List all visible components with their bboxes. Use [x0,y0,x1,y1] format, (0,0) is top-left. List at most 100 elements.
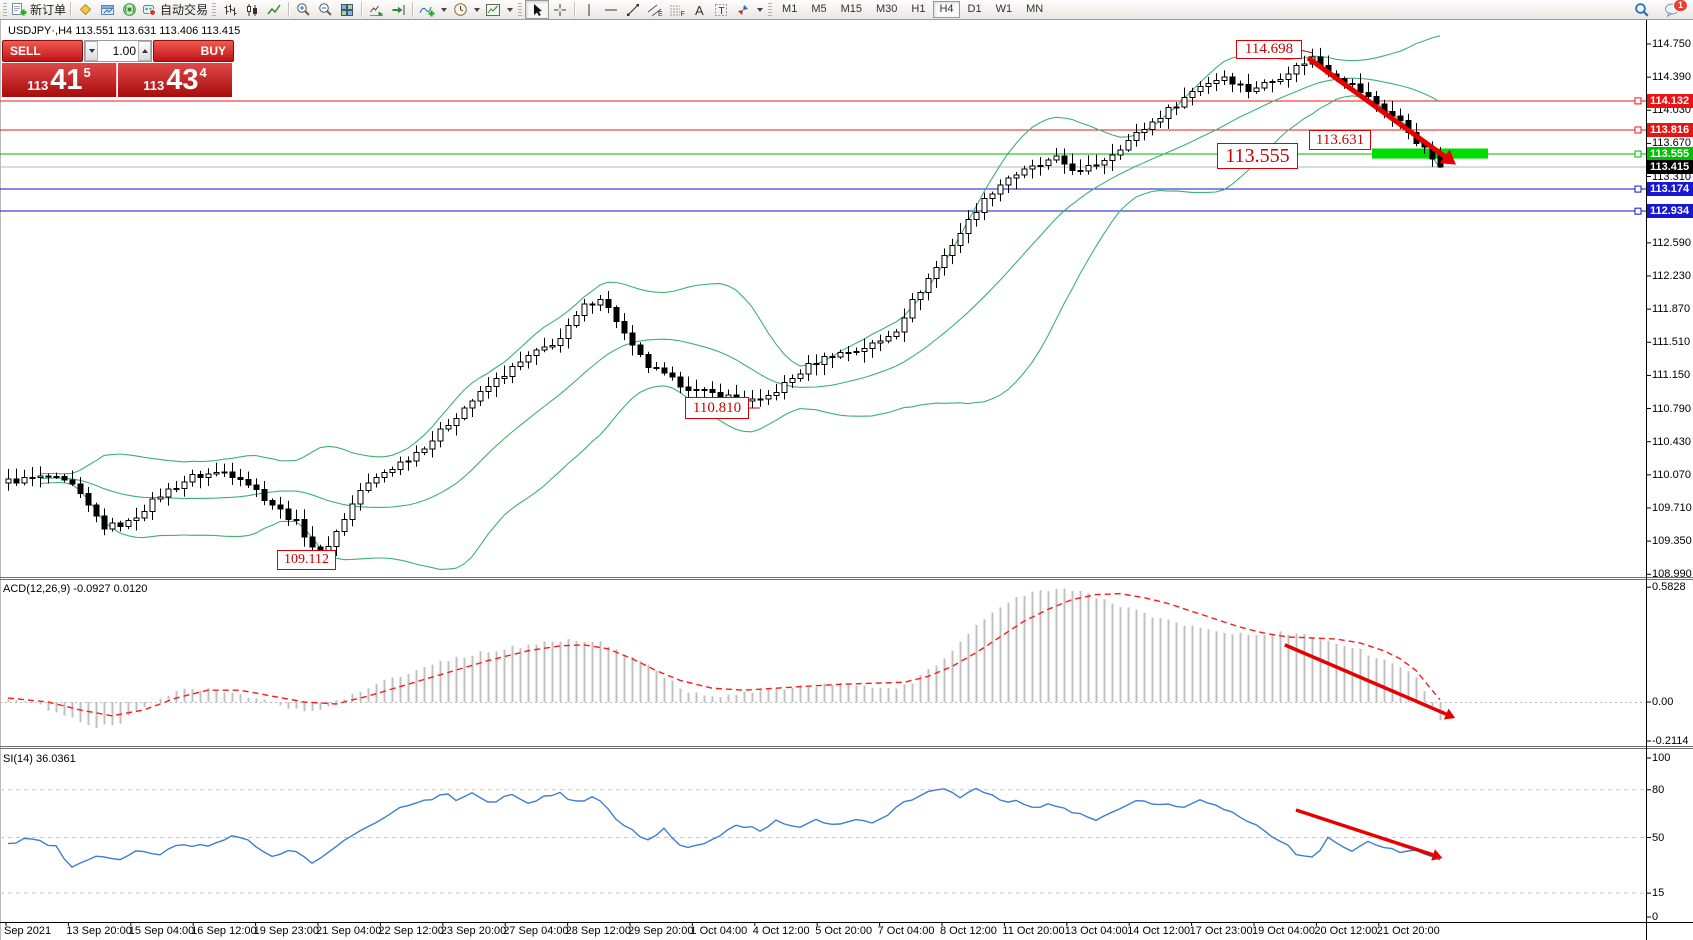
tile-windows-button[interactable] [336,1,358,18]
styles-button[interactable] [74,1,96,18]
horizontal-line-tool-button[interactable] [600,1,622,18]
crosshair-icon [554,3,567,16]
svg-text:T: T [719,6,725,17]
indicator-scale-label: 0 [1652,911,1659,923]
volume-input[interactable] [98,41,138,61]
market-window-button[interactable] [96,1,118,18]
auto-trading-button[interactable]: 自动交易 [140,1,209,18]
annotation-bottom-price[interactable]: 109.112 [277,550,336,570]
time-tick-label: 23 Sep 20:00 [440,925,507,937]
timeframe-button-M15[interactable]: M15 [840,3,862,15]
tile-windows-icon [341,3,354,16]
horizontal-line-icon [605,9,618,10]
arrows-tool-button[interactable] [732,1,754,18]
volume-control [84,40,152,62]
diamond-icon [79,3,91,16]
add-indicator-button[interactable] [416,1,438,18]
template-dropdown[interactable] [504,1,515,18]
time-tick-label: 20 Oct 12:00 [1314,925,1378,937]
timeframe-button-H4[interactable]: H4 [933,1,960,18]
zoom-out-button[interactable] [314,1,336,18]
fibonacci-icon: F [669,5,684,17]
notifications-button[interactable]: 1 [1661,0,1688,18]
price-tick-label: 108.990 [1652,568,1692,581]
sell-button-label: SELL [10,44,41,58]
fibonacci-tool-button[interactable]: F [666,1,688,18]
periods-dropdown[interactable] [471,1,482,18]
annotation-level-113555[interactable]: 113.555 [1217,143,1298,169]
new-order-button[interactable]: 新订单 [10,1,67,18]
time-tick-label: 16 Sep 12:00 [191,925,257,937]
time-tick-label: 17 Oct 23:00 [1189,925,1253,937]
price-tick-label: 113.670 [1652,137,1691,150]
arrows-icon [738,4,749,15]
bar-chart-icon [224,4,237,15]
chart-shift-button[interactable] [387,1,409,18]
channel-icon: E [647,4,663,17]
candlestick-chart-icon [247,3,258,16]
annotation-swing-low[interactable]: 110.810 [685,397,749,419]
toolbar-grip[interactable] [518,2,523,17]
text-icon: A [695,3,704,17]
arrows-dropdown[interactable] [754,1,765,18]
timeframe-button-M1[interactable]: M1 [782,3,798,15]
ohlc-values: 113.551 113.631 113.406 113.415 [75,25,241,37]
equidistant-channel-tool-button[interactable]: E [644,1,666,18]
time-tick-label: 7 Oct 04:00 [877,925,935,937]
add-indicator-icon [419,6,435,16]
buy-price-sup: 4 [199,65,207,80]
candlestick-mode-button[interactable] [241,1,263,18]
auto-scroll-button[interactable] [365,1,387,18]
bar-chart-mode-button[interactable] [219,1,241,18]
time-tick-label: 28 Sep 12:00 [565,925,632,937]
line-chart-mode-button[interactable] [263,1,285,18]
template-button[interactable] [482,1,504,18]
sell-price-button[interactable]: 113 41 5 [2,63,117,97]
trendline-icon [627,3,640,16]
time-tick-label: Sep 2021 [4,925,52,937]
timeframe-button-H1[interactable]: H1 [911,3,926,15]
zoom-in-button[interactable] [292,1,314,18]
price-tick-label: 110.790 [1652,402,1691,415]
time-tick-label: 29 Sep 20:00 [628,925,694,937]
vertical-line-icon [588,3,590,16]
text-label-icon: T [715,3,728,17]
indicator-scale-label: 100 [1652,752,1671,764]
vertical-line-tool-button[interactable] [578,1,600,18]
timeframe-button-D1[interactable]: D1 [967,3,982,15]
toolbar-grip[interactable] [768,2,773,17]
toolbar-separator [70,2,72,17]
volume-decrease-button[interactable] [85,41,98,61]
search-button[interactable] [1631,1,1653,18]
timeframe-button-W1[interactable]: W1 [995,3,1013,15]
timeframe-button-M5[interactable]: M5 [811,3,827,15]
timeframe-button-MN[interactable]: MN [1026,3,1044,15]
add-indicator-dropdown[interactable] [438,1,449,18]
annotation-peak-price[interactable]: 114.698 [1236,40,1302,59]
text-label-tool-button[interactable]: T [710,1,732,18]
toolbar-grip[interactable] [212,2,217,17]
annotation-level-113631[interactable]: 113.631 [1309,130,1371,150]
crosshair-tool-button[interactable] [549,1,571,18]
trendline-tool-button[interactable] [622,1,644,18]
price-tick-label: 109.350 [1652,535,1692,548]
price-tick-label: 114.750 [1652,38,1691,50]
buy-button[interactable]: BUY [153,40,234,62]
periods-button[interactable] [449,1,471,18]
volume-increase-button[interactable] [138,41,151,61]
signals-button[interactable] [118,1,140,18]
toolbar-grip[interactable] [3,2,7,17]
time-tick-label: 19 Oct 04:00 [1252,925,1315,937]
buy-price-button[interactable]: 113 43 4 [118,63,232,97]
price-level-badge: 113.816 [1647,122,1693,137]
sell-button[interactable]: SELL [2,40,83,62]
price-tick-label: 110.070 [1652,468,1691,481]
time-tick-label: 14 Oct 12:00 [1127,925,1191,937]
macd-indicator-label: ACD(12,26,9) -0.0927 0.0120 [3,583,148,595]
cursor-tool-button[interactable] [525,0,550,19]
timeframe-button-M30[interactable]: M30 [876,3,898,15]
price-tick-label: 112.230 [1652,269,1691,282]
text-tool-button[interactable]: A [688,1,710,18]
